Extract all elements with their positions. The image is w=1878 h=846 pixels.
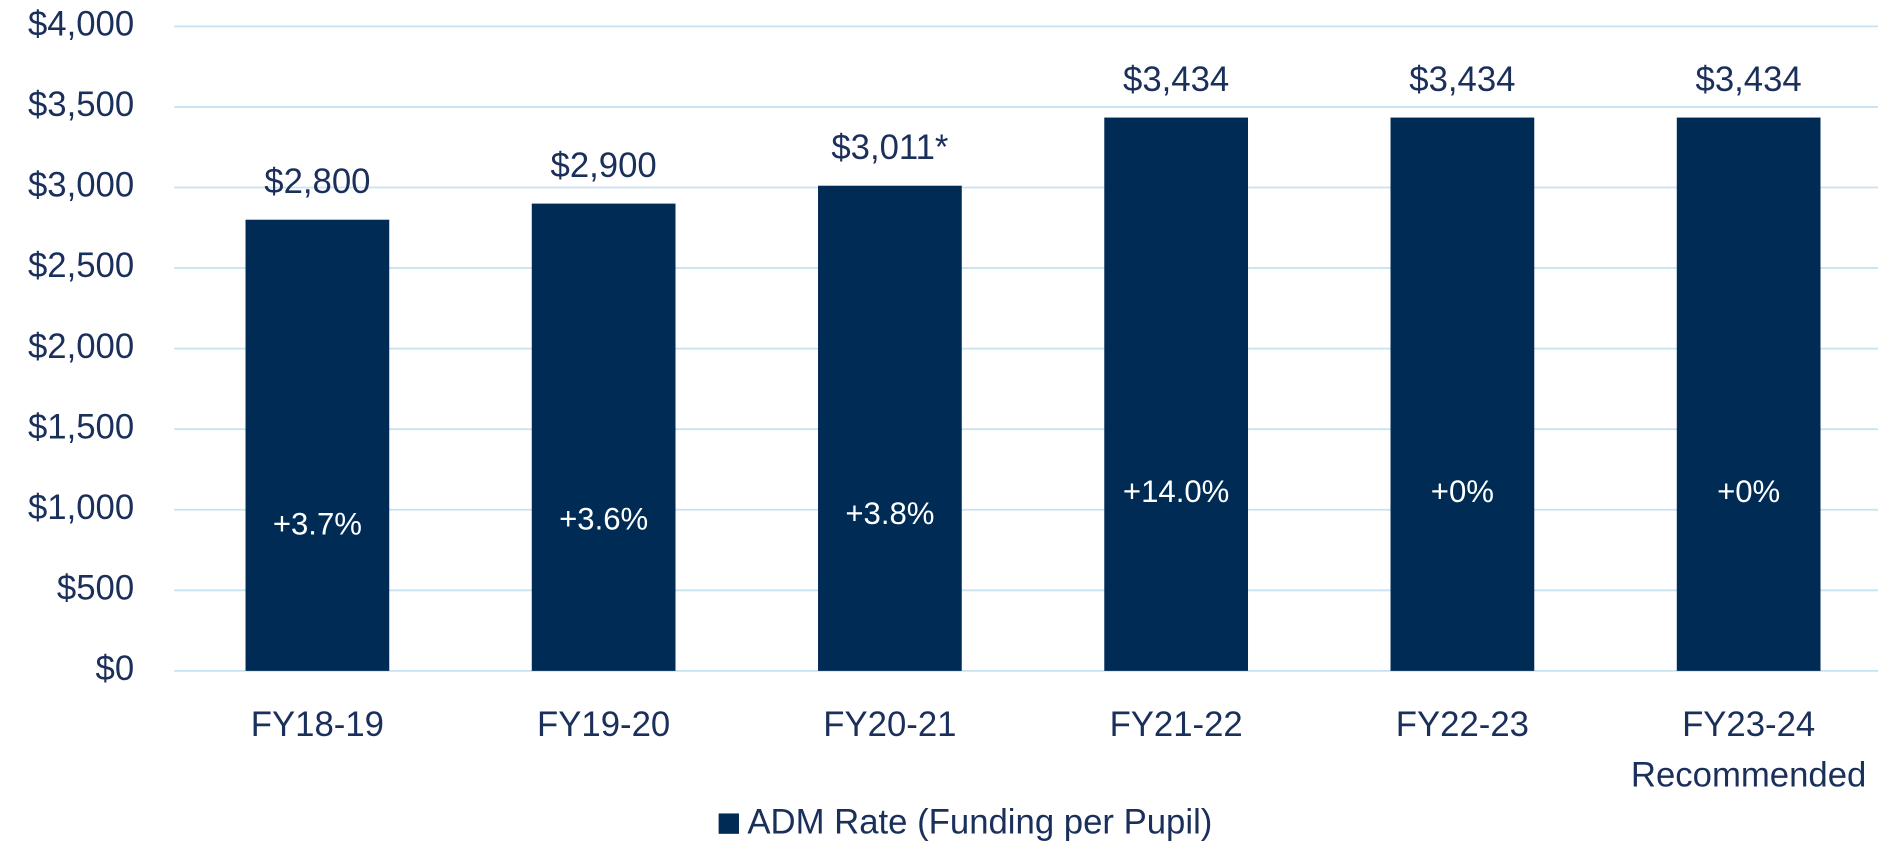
legend-label: ADM Rate (Funding per Pupil) [747, 803, 1212, 841]
y-tick-label: $3,500 [28, 86, 134, 124]
bar [245, 219, 390, 671]
bar [818, 185, 962, 671]
y-tick-label: $1,500 [28, 408, 134, 446]
value-label: $3,434 [1123, 61, 1229, 99]
x-tick-label: FY19-20 [537, 706, 670, 744]
change-label: +3.7% [273, 507, 362, 542]
x-tick-label: FY20-21 [823, 706, 956, 744]
y-tick-label: $3,000 [28, 167, 134, 205]
change-label: +0% [1717, 474, 1780, 509]
bar [1390, 117, 1535, 671]
x-tick-label: FY23-24 Recommended [1631, 706, 1866, 794]
bar [531, 203, 676, 671]
x-tick-label: FY18-19 [251, 706, 384, 744]
change-label: +14.0% [1123, 474, 1229, 509]
value-label: $3,434 [1696, 61, 1802, 99]
x-tick-label: FY22-23 [1396, 706, 1529, 744]
y-tick-label: $1,000 [28, 489, 134, 527]
y-tick-label: $500 [57, 569, 134, 607]
value-label: $3,011* [831, 129, 948, 167]
y-tick-label: $2,500 [28, 247, 134, 285]
value-label: $2,900 [551, 147, 657, 185]
change-label: +0% [1431, 474, 1494, 509]
y-tick-label: $2,000 [28, 328, 134, 366]
bar [1676, 117, 1821, 671]
change-label: +3.6% [559, 502, 648, 537]
legend-swatch [718, 813, 739, 834]
y-tick-label: $4,000 [28, 6, 134, 44]
bar [1104, 117, 1249, 671]
y-tick-label: $0 [96, 650, 135, 688]
value-label: $3,434 [1409, 61, 1515, 99]
change-label: +3.8% [845, 496, 934, 531]
x-tick-label: FY21-22 [1110, 706, 1243, 744]
value-label: $2,800 [264, 163, 370, 201]
